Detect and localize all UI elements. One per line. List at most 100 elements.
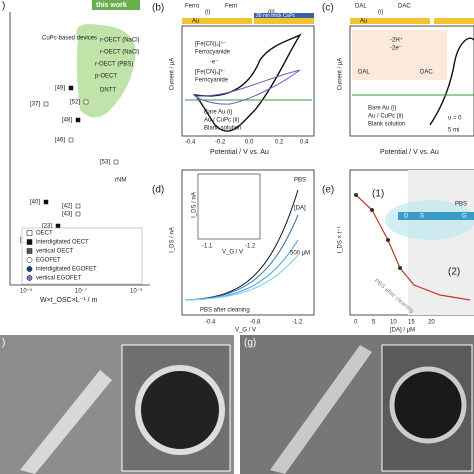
x-tick: 5	[372, 320, 376, 326]
panel-label: )	[2, 1, 5, 12]
label: D	[404, 214, 409, 220]
curve-bare	[193, 33, 303, 132]
point	[370, 208, 374, 212]
label: -e⁻	[210, 60, 219, 66]
panel-f: )	[0, 335, 234, 474]
marker	[75, 203, 81, 209]
label: S	[420, 214, 424, 220]
marker	[55, 223, 61, 229]
legend-marker	[26, 239, 33, 245]
label: [Fe(CN)₆]³⁻	[195, 70, 226, 76]
x-tick: 10	[390, 320, 397, 326]
label: Ferrocyanide	[195, 50, 231, 56]
panel-c: (c) DAL (i) DAC Au DAL -2H⁺ -2e⁻ DAC Bar…	[322, 3, 474, 156]
tube	[20, 370, 112, 474]
legend-entry: vertical OECT	[36, 249, 74, 255]
label: [Fe(CN)₆]⁴⁻	[195, 41, 226, 48]
legend-marker	[26, 230, 33, 236]
legend-entry: EGOFET	[36, 258, 61, 264]
legend-entry: Blank solution	[368, 122, 405, 128]
panel-label: )	[2, 338, 5, 349]
inset-label: I_DS / nA	[192, 192, 198, 218]
label: DAL	[355, 4, 367, 10]
label: G	[462, 214, 467, 220]
label: DAL	[358, 70, 370, 76]
inset-label: V_G / V	[222, 250, 243, 256]
x-tick: -0.4	[185, 140, 196, 146]
x-tick: 10⁻⁷	[75, 288, 87, 295]
x-tick: 0.0	[245, 140, 254, 146]
label: Ferri	[225, 4, 237, 10]
label: DAC	[420, 70, 433, 76]
marker	[75, 117, 81, 123]
label: 500 μM	[290, 251, 310, 257]
tube	[270, 345, 372, 474]
x-tick: 20	[428, 320, 435, 326]
x-tick: 10⁻⁵	[20, 288, 33, 295]
legend-entry: interdigitated EGOFET	[36, 267, 97, 273]
ref-label: [40]	[30, 200, 40, 206]
inset-tick: -1.1	[202, 244, 213, 250]
label: (ii)	[268, 10, 275, 16]
y-label: I_DS / nA	[170, 227, 176, 253]
panel-d: (d) -1.1 -1.2 V_G / V I_DS / nA PBS [DA]…	[152, 169, 315, 334]
x-label: Potential / V vs. Au	[380, 149, 439, 156]
device-label: p-OECT	[95, 74, 117, 80]
x-label: V_G / V	[235, 328, 256, 334]
label: Au	[360, 19, 367, 25]
panel-label: (d)	[152, 185, 164, 196]
label: 30 nm thick CuPc	[256, 13, 296, 19]
label: 5 mi	[448, 128, 459, 134]
legend-entry: Au / CuPc (ii)	[204, 118, 239, 124]
x-tick: -0.2	[215, 140, 226, 146]
point	[354, 193, 358, 197]
inset-tick: -1.2	[245, 244, 256, 250]
ref-label: [48]	[62, 118, 72, 124]
annotation: CuPc-based devices	[42, 36, 97, 42]
ref-label: [37]	[30, 102, 40, 108]
x-tick: 0.2	[275, 140, 284, 146]
this-work: this work	[96, 2, 127, 9]
x-tick: -0.8	[250, 320, 261, 326]
region-shade	[408, 170, 474, 315]
panel-g: (g)	[240, 335, 474, 474]
device-label: r-OECT (PBS)	[95, 62, 133, 68]
label: PBS	[294, 178, 306, 184]
label: PBS	[455, 202, 467, 208]
point	[386, 238, 390, 242]
curve	[184, 254, 299, 301]
ref-label: [52]	[70, 100, 80, 106]
label: (i)	[378, 10, 383, 16]
panel-label: (g)	[244, 338, 256, 349]
legend-entry: interdigitated OECT	[36, 240, 89, 246]
tube-end	[135, 365, 225, 455]
label: -2H⁺	[390, 37, 403, 44]
highlight	[76, 24, 136, 118]
label: (i)	[205, 10, 210, 16]
y-label: Current / μA	[170, 58, 176, 90]
device-label: rNM	[115, 178, 126, 184]
plot-frame	[181, 169, 315, 316]
legend	[21, 227, 143, 285]
ref-label: [49]	[55, 86, 65, 92]
au-bar	[254, 18, 314, 24]
ref-label: [53]	[100, 160, 110, 166]
x-tick: 15	[408, 320, 415, 326]
legend-entry: Bare Au (i)	[368, 106, 396, 112]
y-label: I_DS × t⁻¹	[338, 226, 344, 253]
x-label: Potential / V vs. Au	[210, 149, 269, 156]
panel-b: (b) Ferro (i) Ferri (ii) Au 30 nm thick …	[152, 3, 315, 156]
device	[398, 212, 474, 220]
ref-label: [43]	[62, 212, 72, 218]
legend-entry: vertical EGOFET	[36, 276, 82, 282]
x-tick: -0.4	[205, 320, 216, 326]
cupc-bar	[254, 13, 314, 18]
device-label: r-OECT (NaCl)	[100, 38, 140, 44]
panel-e: (e) D S G PBS (1) (2) PBS after cleaning…	[322, 169, 474, 334]
label: PBS after cleaning	[200, 308, 250, 314]
label: (1)	[372, 189, 384, 200]
device-label: r-OECT (NaCl)	[100, 50, 140, 56]
label: (2)	[448, 267, 460, 278]
panel-label: (e)	[322, 185, 334, 196]
